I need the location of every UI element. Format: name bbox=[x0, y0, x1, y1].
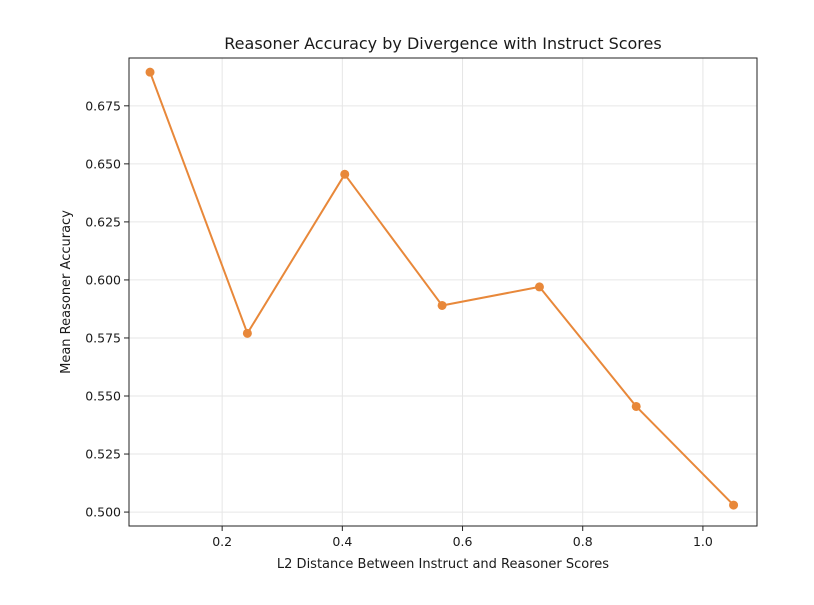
y-tick-label: 0.625 bbox=[85, 214, 121, 229]
data-point bbox=[145, 67, 155, 77]
data-point bbox=[340, 169, 350, 179]
x-axis-label: L2 Distance Between Instruct and Reasone… bbox=[277, 557, 609, 572]
data-point bbox=[437, 300, 447, 310]
y-tick-label: 0.550 bbox=[85, 389, 121, 404]
x-tick-label: 1.0 bbox=[693, 534, 713, 549]
data-point bbox=[729, 500, 739, 510]
plot-frame bbox=[128, 57, 758, 527]
series-line bbox=[149, 71, 735, 506]
x-axis-ticks: 0.2 0.4 0.6 0.8 1.0 bbox=[212, 526, 713, 549]
y-tick-label: 0.600 bbox=[85, 272, 121, 287]
x-tick-label: 0.6 bbox=[453, 534, 473, 549]
chart-title: Reasoner Accuracy by Divergence with Ins… bbox=[224, 34, 661, 53]
y-tick-label: 0.650 bbox=[85, 156, 121, 171]
y-tick-label: 0.575 bbox=[85, 330, 121, 345]
x-tick-label: 0.2 bbox=[212, 534, 232, 549]
grid-lines bbox=[129, 58, 757, 526]
data-point bbox=[242, 328, 252, 338]
x-tick-label: 0.4 bbox=[332, 534, 352, 549]
y-axis-label: Mean Reasoner Accuracy bbox=[59, 210, 74, 374]
data-point bbox=[631, 401, 641, 411]
y-tick-label: 0.675 bbox=[85, 98, 121, 113]
series-layer bbox=[145, 67, 739, 510]
y-tick-label: 0.525 bbox=[85, 447, 121, 462]
y-axis-ticks: 0.500 0.525 0.550 0.575 0.600 0.625 0.650 0.675 bbox=[85, 98, 129, 520]
x-tick-label: 0.8 bbox=[573, 534, 593, 549]
y-tick-label: 0.500 bbox=[85, 505, 121, 520]
data-point bbox=[534, 282, 544, 292]
